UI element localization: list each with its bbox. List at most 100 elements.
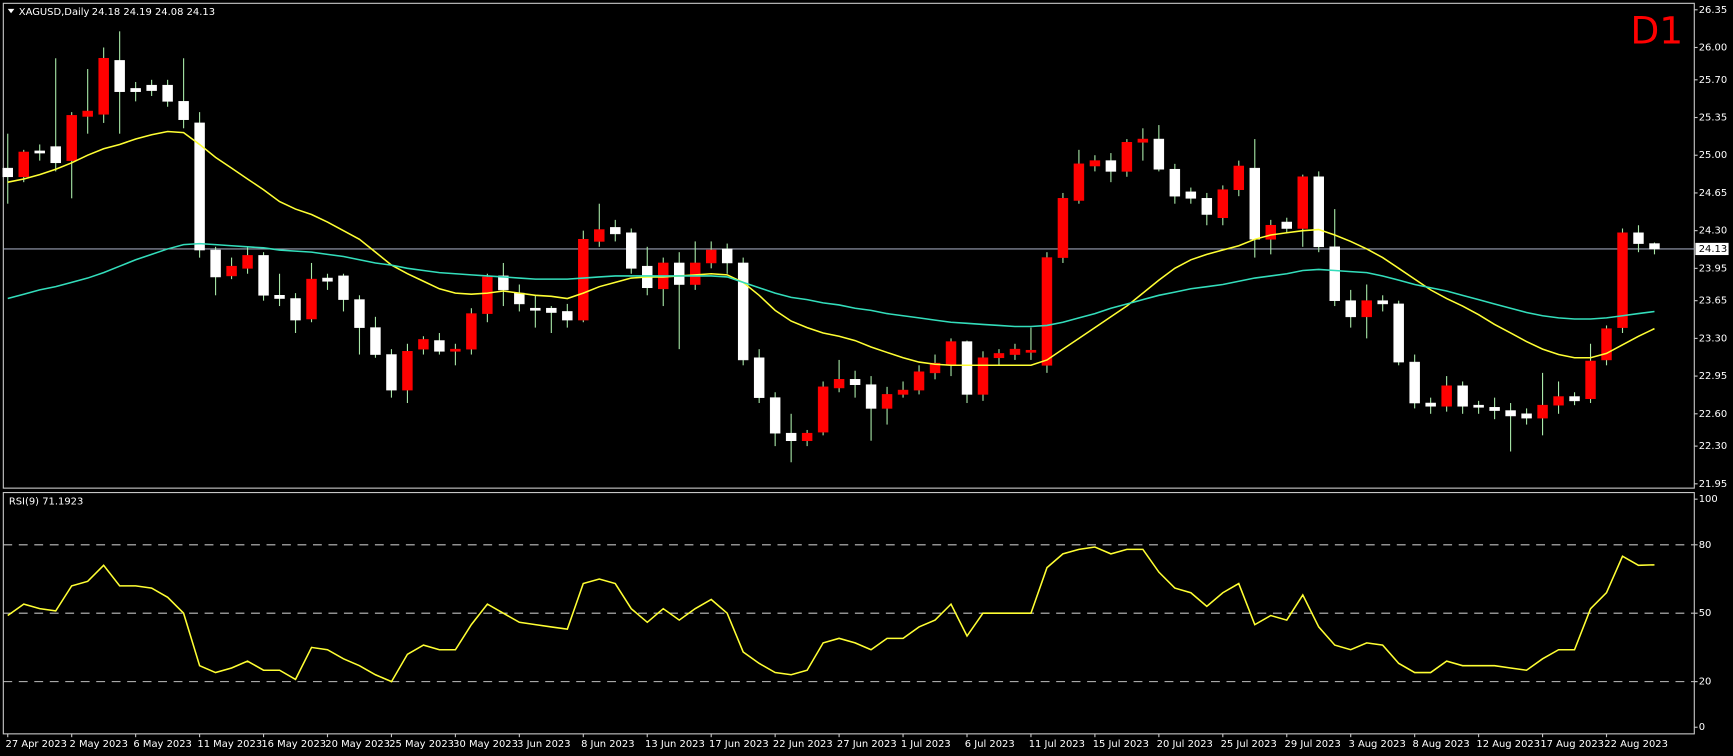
candle-body [370,327,381,355]
candle-body [849,379,861,385]
candle-body [1505,410,1516,417]
candle-body [689,262,701,285]
candle-body [1345,300,1356,318]
candle-body [1105,160,1117,172]
x-tick-label: 25 May 2023 [389,739,454,750]
candle-body [993,353,1005,359]
candle-body [1249,167,1261,240]
y-tick-label: 22.60 [1699,409,1727,420]
candle-body [1121,142,1133,172]
candle-body [482,276,493,314]
candle-body [929,362,941,374]
candle-body [130,88,141,92]
x-tick-label: 6 May 2023 [133,739,191,750]
candle-body [530,307,541,311]
candle-body [82,110,93,117]
candle-body [977,357,989,395]
candle-body [801,432,813,442]
candle-body [1009,348,1021,355]
candle-body [338,275,349,300]
candle-body [1441,385,1452,407]
candle-body [1281,221,1292,229]
candle-body [1537,404,1548,419]
moving-average [7,130,1655,367]
candle-body [1649,243,1660,250]
candle-body [1089,160,1101,167]
candle-body [194,122,205,251]
menu-arrow [7,8,15,14]
x-tick-label: 1 Jul 2023 [901,739,951,750]
x-tick-label: 17 Aug 2023 [1540,739,1604,750]
candle-body [673,262,685,285]
candle-body [498,275,509,291]
candle-body [578,238,589,321]
candle-body [1633,232,1644,244]
candle-body [226,265,237,277]
candle-body [114,60,125,92]
y-tick-label: 22.95 [1699,371,1727,382]
candle-body [1265,224,1277,240]
symbol-title: XAGUSD,Daily [19,7,90,18]
y-tick-label: 23.95 [1699,263,1727,274]
y-tick-label: 50 [1699,608,1712,619]
candle-body [546,307,557,313]
rsi-line [7,546,1655,683]
x-tick-label: 16 May 2023 [261,739,326,750]
candle-body [34,150,45,154]
candle-body [865,384,877,409]
candle-body [1601,328,1612,361]
x-tick-label: 30 May 2023 [453,739,518,750]
price-label: 24.13 [1699,244,1727,255]
candle-body [881,394,893,409]
x-tick-label: 20 May 2023 [325,739,390,750]
candle-body [2,167,13,178]
y-tick-label: 23.30 [1699,333,1727,344]
candle-body [386,354,397,391]
candle-body [450,348,461,352]
timeframe-label: D1 [1630,9,1683,53]
candle-body [402,351,413,391]
candle-body [1153,138,1165,170]
y-tick-label: 26.00 [1699,42,1727,53]
candle-body [817,386,829,433]
candle-body [833,379,845,389]
x-tick-label: 27 Apr 2023 [6,739,67,750]
y-tick-label: 25.35 [1699,113,1727,124]
candle-body [1393,303,1404,363]
y-tick-label: 24.65 [1699,188,1727,199]
candle-body [210,249,221,278]
candle-body [769,397,781,434]
candle-body [290,298,301,321]
candle-body [306,278,317,320]
y-tick-label: 25.00 [1699,150,1727,161]
x-tick-label: 20 Jul 2023 [1157,739,1213,750]
x-tick-label: 25 Jul 2023 [1221,739,1277,750]
candle-body [1377,300,1388,305]
candle-body [242,255,253,269]
candle-body [1169,168,1181,197]
y-tick-label: 21.95 [1699,479,1727,490]
candle-body [705,249,717,264]
x-tick-label: 17 Jun 2023 [709,739,769,750]
candle-body [1217,189,1229,218]
candle-body [1233,165,1245,190]
ohlc-values: 24.18 24.19 24.08 24.13 [92,7,215,18]
x-tick-label: 8 Jun 2023 [581,739,634,750]
x-tick-label: 12 Aug 2023 [1476,739,1540,750]
x-tick-label: 11 Jul 2023 [1029,739,1085,750]
candle-body [178,101,189,120]
candle-body [913,371,925,391]
candle-body [1425,402,1436,407]
candle-body [1457,385,1468,407]
candle-body [18,151,29,178]
candle-body [1057,198,1069,258]
y-tick-label: 26.35 [1699,5,1727,16]
candle-body [434,340,445,352]
candle-body [1361,300,1372,318]
candle-body [1073,163,1085,201]
x-tick-label: 27 Jun 2023 [837,739,897,750]
candle-body [1025,349,1037,353]
y-tick-label: 25.70 [1699,75,1727,86]
candle-body [1569,396,1580,402]
